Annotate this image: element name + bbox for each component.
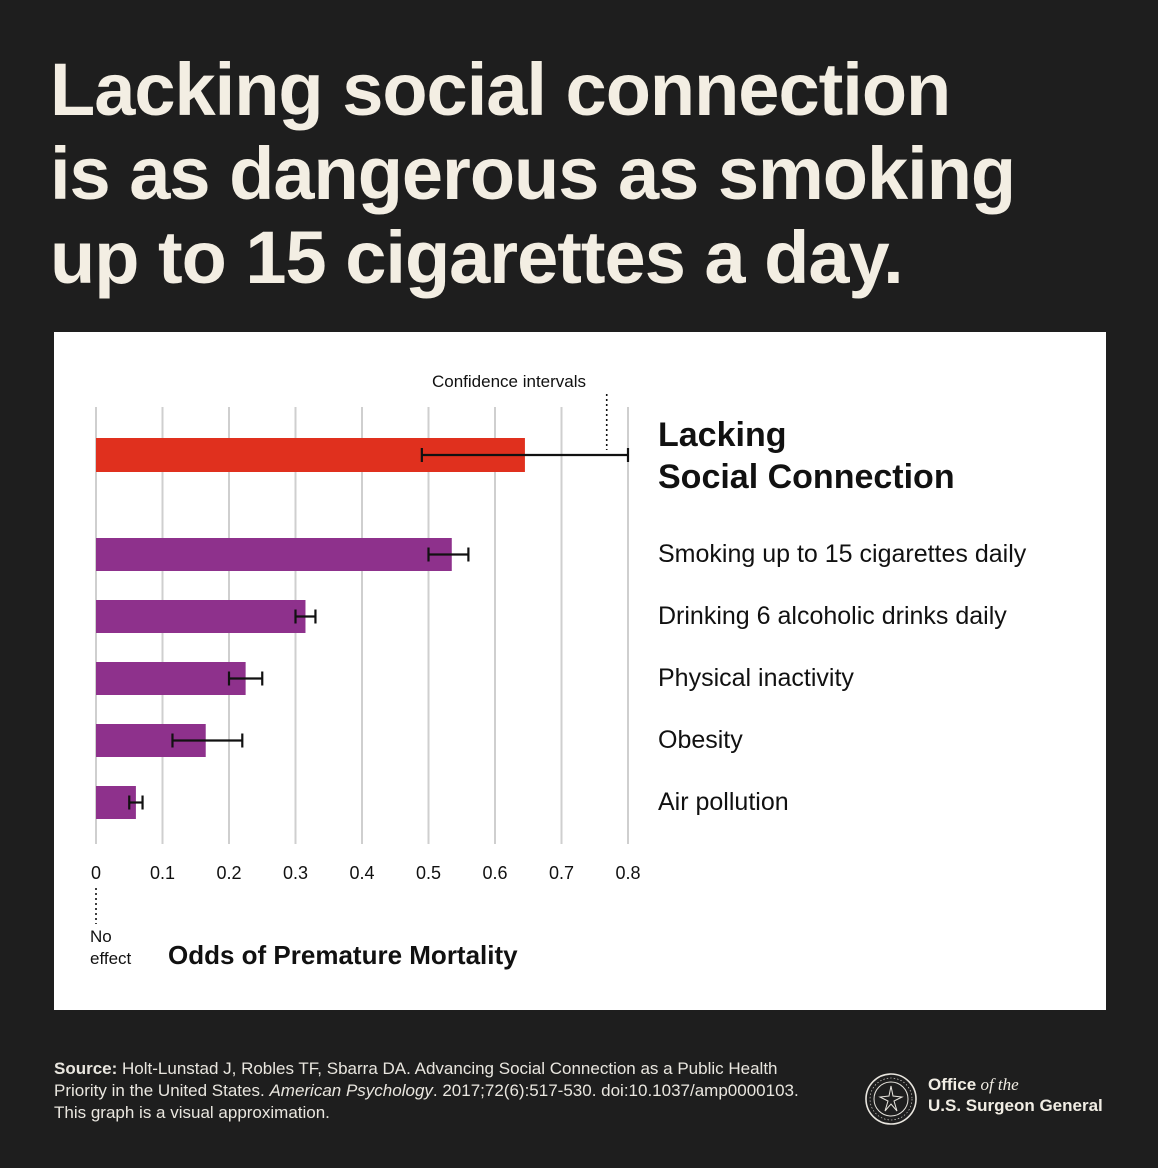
x-tick-label-1: 0.1 (150, 863, 175, 883)
source-text-1: Holt-Lunstad J, Robles TF, Sbarra DA. Ad… (54, 1059, 778, 1100)
source-citation: Source: Holt-Lunstad J, Robles TF, Sbarr… (54, 1058, 814, 1124)
category-label-drinking: Drinking 6 alcoholic drinks daily (658, 602, 1007, 630)
no-effect-note: No effect (90, 926, 131, 970)
headline-line-3: up to 15 cigarettes a day. (50, 216, 904, 299)
bar-3 (96, 662, 246, 695)
source-text-2: . 2017;72(6):517-530. doi:10.1037/amp000… (54, 1081, 799, 1122)
category-label-smoking: Smoking up to 15 cigarettes daily (658, 540, 1027, 568)
x-axis-label: Odds of Premature Mortality (168, 940, 518, 970)
surgeon-general-seal-icon (865, 1073, 917, 1125)
x-tick-label-3: 0.3 (283, 863, 308, 883)
bar-2 (96, 600, 306, 633)
x-tick-label-5: 0.5 (416, 863, 441, 883)
x-tick-label-6: 0.6 (482, 863, 507, 883)
category-label-lacking-social-connection: Lacking Social Connection (658, 414, 955, 498)
x-tick-label-4: 0.4 (349, 863, 374, 883)
category-label-physical-inactivity: Physical inactivity (658, 664, 854, 692)
headline-line-1: Lacking social connection (50, 48, 951, 131)
chart-svg: 0 0.1 0.2 0.3 0.4 0.5 0.6 0.7 0.8 (91, 394, 641, 924)
category-label-primary-line-2: Social Connection (658, 458, 955, 496)
chart-panel: 0 0.1 0.2 0.3 0.4 0.5 0.6 0.7 0.8 Confidence int… (54, 332, 1106, 1010)
office-name: U.S. Surgeon General (928, 1096, 1103, 1115)
office-of-the: of the (976, 1075, 1019, 1094)
x-tick-label-7: 0.7 (549, 863, 574, 883)
confidence-intervals-note: Confidence intervals (432, 372, 587, 391)
office-prefix: Office (928, 1075, 977, 1094)
x-tick-label-0: 0 (91, 863, 101, 883)
category-label-air-pollution: Air pollution (658, 788, 789, 816)
category-label-primary-line-1: Lacking (658, 416, 787, 454)
source-label: Source: (54, 1059, 118, 1078)
category-label-obesity: Obesity (658, 726, 743, 754)
headline-line-2: is as dangerous as smoking (50, 132, 1016, 215)
no-effect-line-1: No (90, 927, 112, 946)
headline: Lacking social connection is as dangerou… (50, 48, 1110, 300)
no-effect-line-2: effect (90, 949, 132, 968)
x-tick-label-8: 0.8 (615, 863, 640, 883)
source-journal: American Psychology (269, 1081, 433, 1100)
office-logo-text: Office of the U.S. Surgeon General (928, 1074, 1103, 1116)
x-tick-label-2: 0.2 (216, 863, 241, 883)
bar-1 (96, 538, 452, 571)
